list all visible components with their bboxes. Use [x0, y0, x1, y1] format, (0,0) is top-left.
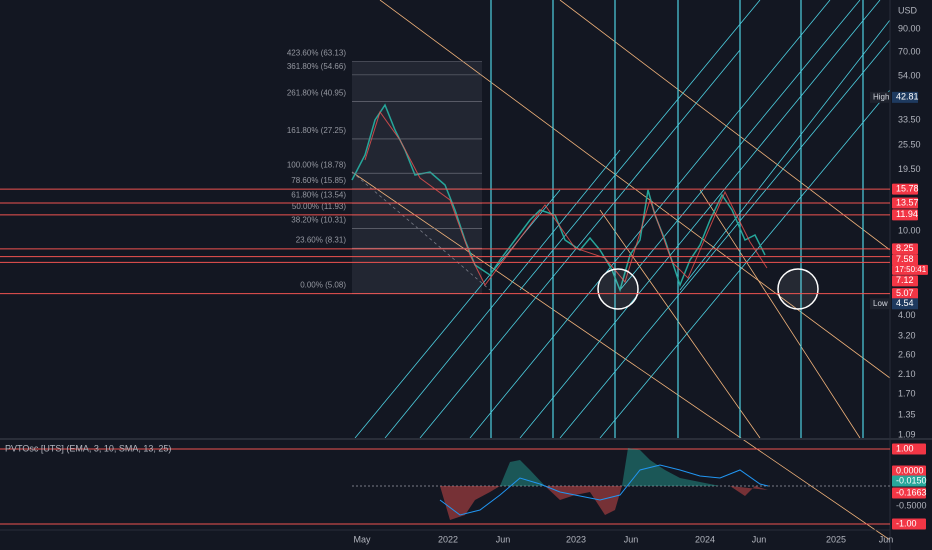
fib-label: 50.00% (11.93) — [292, 202, 346, 211]
price-badge — [892, 197, 918, 209]
price-badge-label: 8.25 — [896, 243, 914, 253]
low-label: 4.54 — [896, 298, 914, 308]
low-tag: Low — [873, 299, 888, 308]
indicator-badge — [892, 518, 926, 530]
indicator-badge — [892, 465, 926, 477]
time-label: May — [353, 534, 371, 544]
price-badge-label: 13.57 — [896, 197, 919, 207]
price-tick-label: 3.20 — [898, 330, 916, 340]
indicator-badge — [892, 475, 926, 487]
time-label: 2022 — [438, 534, 458, 544]
countdown-label: 17:50:41 — [895, 265, 927, 274]
low-badge — [892, 298, 918, 310]
price-tick-label: 1.70 — [898, 389, 916, 399]
time-label: Jun — [496, 534, 511, 544]
price-tick-label: 10.00 — [898, 226, 921, 236]
price-badge-label: 7.12 — [896, 275, 914, 285]
price-tick-label: 2.10 — [898, 369, 916, 379]
price-badge — [892, 254, 918, 266]
currency-label: USD — [898, 5, 918, 15]
fib-label: 261.80% (40.95) — [287, 89, 346, 98]
price-tick-label: 90.00 — [898, 23, 921, 33]
time-label: 2025 — [826, 534, 846, 544]
fib-label: 78.60% (15.85) — [291, 176, 346, 185]
high-tag: High — [873, 92, 889, 101]
fib-area — [352, 62, 482, 294]
fib-label: 161.80% (27.25) — [287, 126, 346, 135]
high-tag-bg — [870, 91, 890, 103]
indicator-label: 0.0000 — [896, 465, 924, 475]
price-tick-label: 4.00 — [898, 310, 916, 320]
time-label: Jun — [624, 534, 639, 544]
price-tick-label: 54.00 — [898, 70, 921, 80]
price-tick-label: 2.60 — [898, 349, 916, 359]
indicator-label: -0.1663 — [896, 487, 927, 497]
indicator-badge — [892, 443, 926, 455]
price-badge — [892, 275, 918, 287]
indicator-label: 1.00 — [896, 443, 914, 453]
indicator-label: -0.5000 — [896, 500, 927, 510]
price-tick-label: 1.35 — [898, 410, 916, 420]
price-tick-label: 33.50 — [898, 114, 921, 124]
low-tag-bg — [870, 298, 890, 310]
high-badge — [892, 91, 918, 103]
indicator-label: -1.00 — [896, 518, 917, 528]
indicator-title: PVTOsc [UTS] (EMA, 3, 10, SMA, 13, 25) — [5, 443, 171, 453]
countdown-badge — [892, 264, 928, 275]
indicator-label: -0.0150 — [896, 475, 927, 485]
price-badge — [892, 183, 918, 195]
price-badge — [892, 288, 918, 300]
fib-label: 0.00% (5.08) — [300, 281, 346, 290]
time-label: 2023 — [566, 534, 586, 544]
fib-label: 38.20% (10.31) — [291, 215, 346, 224]
time-label: Jun — [879, 534, 894, 544]
price-badge — [892, 209, 918, 221]
fib-label: 61.80% (13.54) — [291, 190, 346, 199]
indicator-badge — [892, 487, 926, 499]
price-badge-label: 11.94 — [896, 209, 918, 219]
fib-label: 23.60% (8.31) — [296, 235, 347, 244]
price-tick-label: 70.00 — [898, 46, 921, 56]
time-label: 2024 — [695, 534, 715, 544]
fib-label: 361.80% (54.66) — [287, 62, 346, 71]
price-tick-label: 1.09 — [898, 429, 916, 439]
price-tick-label: 25.50 — [898, 139, 921, 149]
price-tick-label: 19.50 — [898, 164, 921, 174]
time-label: Jun — [752, 534, 767, 544]
fib-label: 100.00% (18.78) — [287, 160, 346, 169]
price-badge — [892, 243, 918, 255]
price-badge-label: 7.58 — [896, 254, 914, 264]
fib-label: 423.60% (63.13) — [287, 49, 346, 58]
price-badge-label: 5.07 — [896, 288, 914, 298]
high-label: 42.81 — [896, 92, 919, 102]
price-badge-label: 15.78 — [896, 184, 919, 194]
